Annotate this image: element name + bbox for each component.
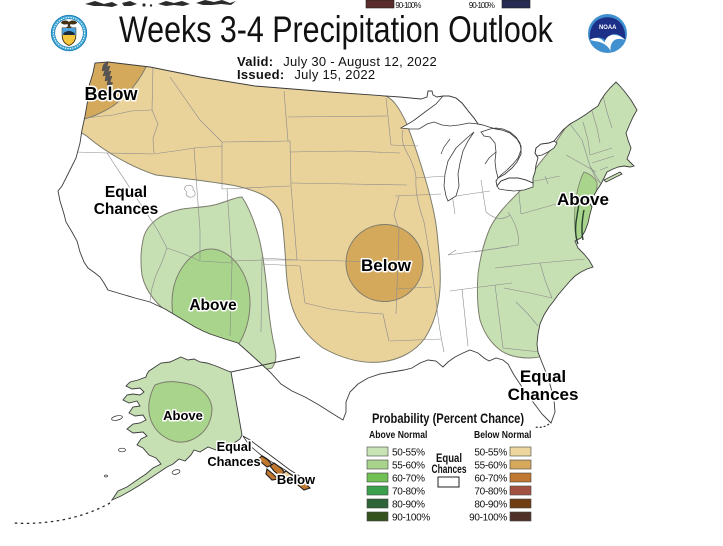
svg-text:Equal: Equal	[217, 439, 252, 454]
svg-text:Below: Below	[277, 472, 316, 487]
svg-text:Above: Above	[189, 297, 237, 314]
svg-text:60-70%: 60-70%	[392, 474, 425, 485]
svg-text:80-90%: 80-90%	[392, 500, 425, 511]
svg-text:55-60%: 55-60%	[474, 461, 507, 472]
svg-text:80-90%: 80-90%	[474, 500, 507, 511]
svg-text:90-100%: 90-100%	[469, 513, 507, 524]
svg-text:NOAA: NOAA	[599, 24, 617, 31]
svg-text:70-80%: 70-80%	[474, 487, 507, 498]
svg-text:90-100%: 90-100%	[395, 1, 421, 10]
svg-text:Above: Above	[163, 408, 203, 423]
svg-text:Below: Below	[361, 256, 412, 275]
svg-text:70-80%: 70-80%	[392, 487, 425, 498]
svg-text:90-100%: 90-100%	[392, 513, 430, 524]
svg-text:90-100%: 90-100%	[469, 1, 495, 10]
svg-text:Chances: Chances	[432, 464, 467, 476]
svg-text:Equal: Equal	[436, 453, 462, 465]
svg-text:50-55%: 50-55%	[392, 448, 425, 459]
svg-text:60-70%: 60-70%	[474, 474, 507, 485]
svg-text:50-55%: 50-55%	[474, 448, 507, 459]
svg-text:Chances: Chances	[94, 201, 159, 218]
svg-text:Below: Below	[84, 84, 138, 104]
svg-text:Equal: Equal	[520, 367, 566, 386]
svg-text:Chances: Chances	[508, 385, 579, 404]
svg-text:Equal: Equal	[105, 184, 147, 201]
svg-text:Above: Above	[557, 190, 609, 209]
svg-text:55-60%: 55-60%	[392, 461, 425, 472]
svg-text:Chances: Chances	[207, 454, 260, 469]
